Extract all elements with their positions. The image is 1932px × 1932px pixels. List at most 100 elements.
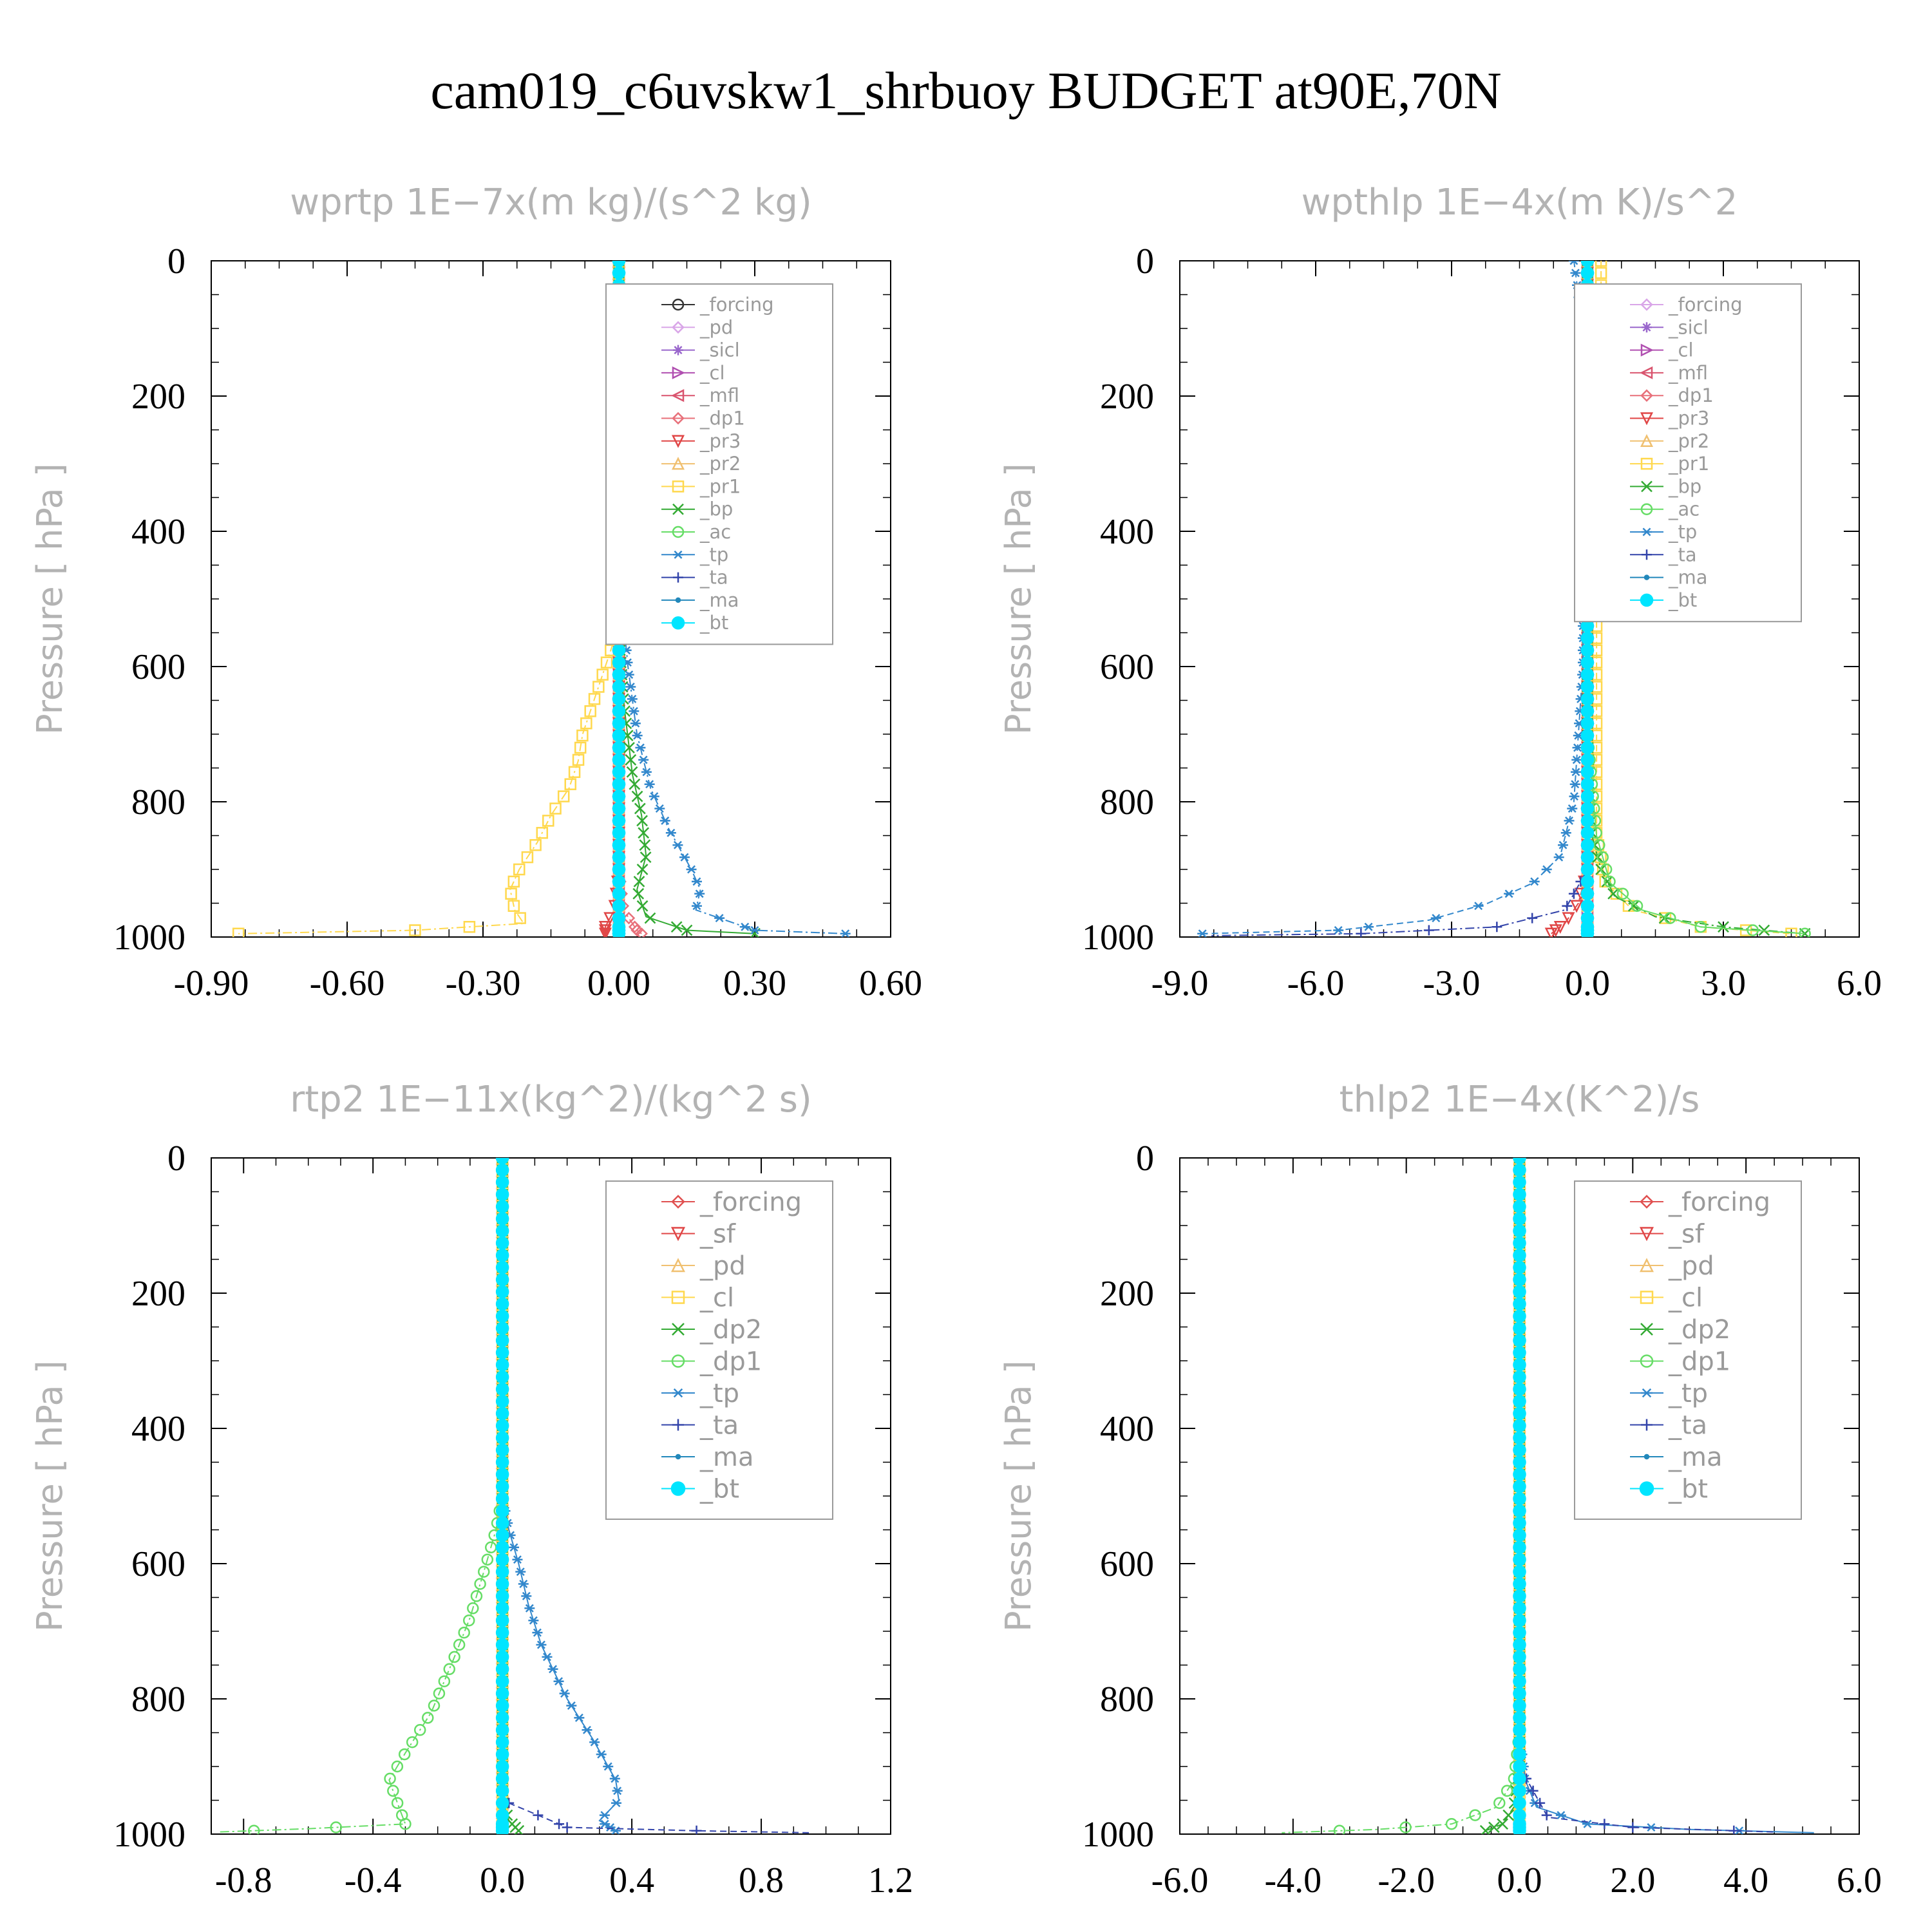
legend-entry-label: _pd [1668,1251,1714,1281]
data-point [1596,851,1609,864]
y-tick-label: 0 [1136,1139,1154,1179]
data-point [547,1665,558,1674]
data-point [495,1443,509,1457]
data-point [428,1700,440,1712]
data-point [1513,1455,1526,1469]
legend-marker [1640,593,1654,607]
x-tick-label: 1.2 [868,1861,913,1900]
data-point [1544,927,1558,937]
data-point [612,741,626,755]
data-point [1564,816,1575,825]
data-point [1580,838,1595,852]
data-point [1513,1468,1526,1481]
data-point [1363,922,1374,931]
data-point [1513,1602,1526,1615]
data-point [495,1674,509,1688]
legend-entry-label: _ma [1668,567,1708,589]
data-point [514,912,526,924]
legend-marker [671,457,685,470]
y-tick-label: 600 [131,1544,185,1584]
data-point [612,705,626,718]
series-line [1211,261,1588,936]
x-tick-label: 6.0 [1837,963,1882,1003]
data-point [1562,900,1573,911]
data-point [1513,1285,1526,1299]
data-point [1513,1824,1526,1834]
legend: _forcing _sf_pd_cl_dp2_dp1_tp _ta_ma _bt [1574,1180,1802,1520]
data-point [626,766,638,778]
panels: wprtp 1E−7x(m kg)/(s^2 kg) Pressure [ hPa… [30,182,1882,1900]
data-point [636,864,649,875]
data-point [1599,1819,1610,1830]
data-point [631,790,643,802]
data-point [524,1604,535,1613]
data-point [1513,1158,1526,1165]
data-point [1513,1309,1526,1323]
data-point [528,1616,539,1625]
data-point [1501,1785,1513,1797]
y-tick-label: 1000 [1082,918,1154,958]
y-axis-label: Pressure [ hPa ] [30,463,70,735]
data-point [399,1818,412,1830]
data-point [612,862,626,876]
data-point [654,804,665,813]
data-point [612,790,626,803]
legend-entry-label: _bt [699,1475,739,1504]
data-point [612,643,626,658]
y-tick-label: 400 [131,512,185,552]
series-line [238,261,620,934]
data-point [580,717,592,730]
legend-marker [673,550,683,559]
x-tick-label: 6.0 [1837,1861,1882,1900]
y-tick-label: 800 [1100,782,1154,822]
data-point [467,1602,479,1615]
y-tick-label: 0 [167,242,185,281]
data-point [612,899,626,913]
legend-entry-label: _dp1 [1668,384,1714,406]
data-point [1513,1711,1526,1725]
y-tick-label: 600 [1100,647,1154,687]
data-point [681,924,693,936]
data-point [406,1736,419,1748]
legend-box [605,283,833,645]
data-point [1616,887,1629,900]
data-point [422,1712,434,1724]
data-point [1580,802,1595,815]
data-point [592,681,605,693]
data-point [1513,1516,1526,1530]
data-point [1728,1825,1739,1834]
data-point [1513,1188,1526,1201]
data-point [1513,1358,1526,1372]
data-point [588,693,601,705]
data-point [665,828,676,837]
y-tick-label: 800 [131,782,185,822]
legend: _forcing_pd_sicl_cl_mfl_dp1_pr3_pr2_pr1_… [605,283,833,645]
data-point [495,1175,509,1189]
x-tick-label: -6.0 [1287,963,1345,1003]
data-point [1513,1224,1526,1238]
legend-box [1574,1180,1802,1520]
legend-entry-label: _ma [1668,1443,1722,1472]
data-point [518,1580,529,1588]
legend-marker [1642,322,1652,333]
y-tick-label: 600 [131,647,185,687]
series-area [217,1158,810,1834]
y-axis-label: Pressure [ hPa ] [998,1360,1039,1632]
data-point [495,1346,509,1359]
legend-marker [1642,549,1652,560]
data-point [1664,912,1676,924]
legend-marker [672,321,685,334]
data-point [448,1651,460,1663]
data-point [1568,888,1579,899]
panel-title: wprtp 1E−7x(m kg)/(s^2 kg) [290,182,811,223]
data-point [625,683,636,691]
x-tick-label: 3.0 [1701,963,1746,1003]
legend-entry-label: _forcing [699,294,774,316]
data-point [553,1677,564,1686]
data-point [1513,1370,1526,1384]
data-point [1513,1699,1526,1712]
data-point [495,1589,509,1603]
legend-entry-label: _sicl [1668,316,1709,338]
data-point [495,1394,509,1408]
data-point [1493,1797,1506,1809]
